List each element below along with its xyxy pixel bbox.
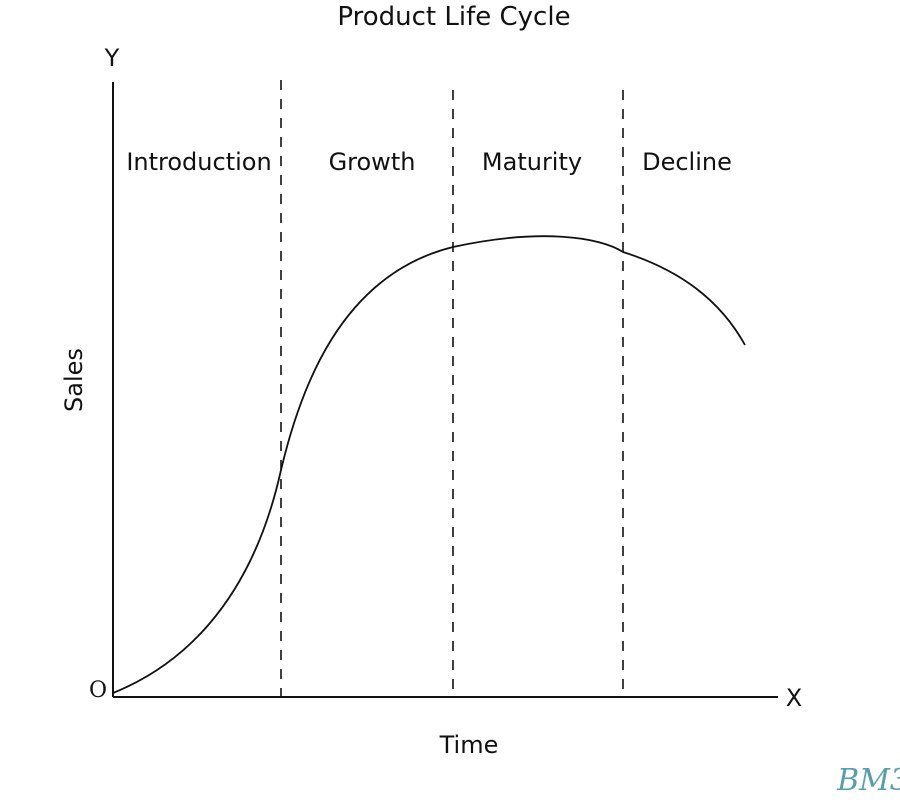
sales-curve [112, 235, 746, 694]
x-axis-label: Time [439, 731, 499, 759]
phase-label-growth: Growth [329, 148, 416, 176]
phase-label-maturity: Maturity [482, 148, 582, 176]
origin-label: O [89, 678, 107, 703]
diagram-title: Product Life Cycle [337, 2, 570, 32]
watermark-logo: BM3 [836, 763, 900, 798]
phase-label-decline: Decline [642, 148, 732, 176]
y-axis-label: Sales [60, 348, 88, 412]
phase-label-introduction: Introduction [126, 148, 271, 176]
y-axis-letter: Y [104, 44, 120, 72]
x-axis-letter: X [786, 684, 802, 712]
